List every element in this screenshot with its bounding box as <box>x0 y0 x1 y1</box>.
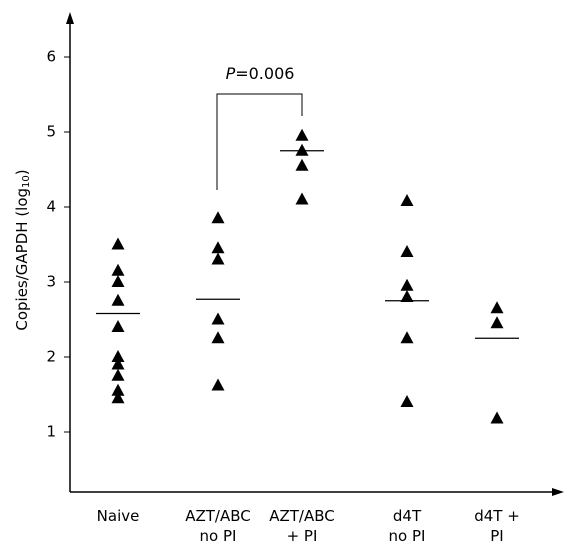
point <box>400 194 414 206</box>
point <box>490 316 504 329</box>
y-tick-label: 2 <box>46 348 56 366</box>
point <box>211 331 225 344</box>
point <box>111 350 125 362</box>
y-tick-label: 5 <box>46 123 56 141</box>
point <box>400 331 414 344</box>
y-label-subscript: 10 <box>21 175 32 188</box>
point <box>111 383 125 396</box>
y-label-text: ) <box>13 169 31 175</box>
point <box>211 211 225 224</box>
y-tick-label: 3 <box>46 273 56 291</box>
y-tick-label: 1 <box>46 423 56 441</box>
x-tick-label: AZT/ABC + PI <box>269 507 335 545</box>
point <box>111 368 125 381</box>
point <box>211 312 225 325</box>
y-tick-label: 4 <box>46 198 56 216</box>
point <box>490 301 504 314</box>
point <box>211 378 225 391</box>
y-label-text: Copies/GAPDH (log <box>13 188 31 331</box>
point <box>211 241 225 254</box>
point <box>111 391 125 404</box>
point <box>111 275 125 287</box>
point <box>295 143 309 156</box>
point <box>111 320 125 332</box>
y-axis-label: Copies/GAPDH (log10) <box>13 169 33 330</box>
point <box>295 192 309 205</box>
point <box>211 252 225 265</box>
point <box>111 293 125 306</box>
annotation: P=0.006 <box>225 64 295 83</box>
x-tick-label: d4T no PI <box>388 507 426 545</box>
point <box>400 395 414 407</box>
significance-bracket <box>216 93 303 190</box>
point <box>295 158 309 171</box>
point <box>490 411 504 424</box>
point <box>111 263 125 276</box>
point <box>400 278 414 291</box>
x-axis-arrow <box>552 488 564 496</box>
y-axis-arrow <box>66 12 74 24</box>
x-tick-label: AZT/ABC no PI <box>185 507 251 545</box>
point <box>400 290 414 302</box>
x-tick-label: d4T + PI <box>474 507 520 545</box>
x-tick-label: Naive <box>96 507 140 525</box>
point <box>400 245 414 257</box>
y-tick-label: 6 <box>46 48 56 66</box>
point <box>111 237 125 250</box>
point <box>111 357 125 370</box>
point <box>295 128 309 141</box>
